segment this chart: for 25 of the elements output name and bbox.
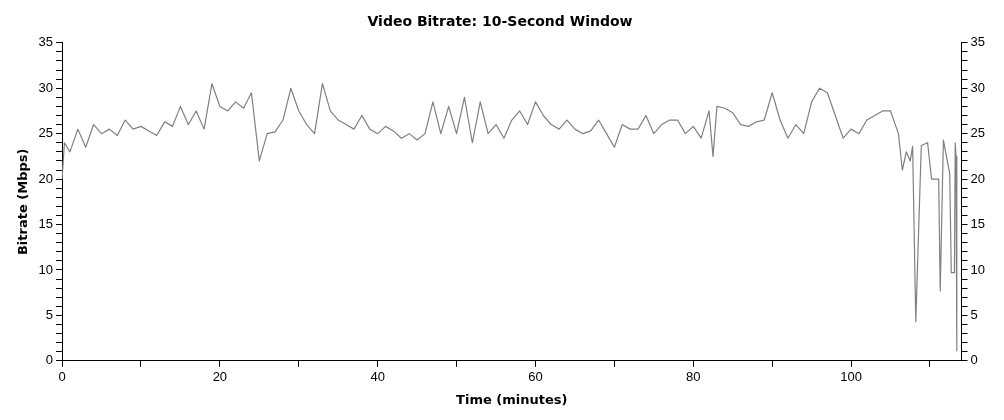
y-tick-label: 25 [38, 125, 54, 141]
y2-tick-label: 10 [970, 261, 986, 277]
x-tick-label: 20 [212, 369, 228, 385]
y2-tick-label: 15 [970, 216, 986, 232]
y-tick-label: 0 [45, 352, 54, 368]
y-tick-label: 10 [38, 261, 54, 277]
y2-tick-label: 35 [970, 34, 986, 50]
y-axis-title: Bitrate (Mbps) [15, 148, 31, 256]
y-tick-label: 5 [45, 306, 54, 322]
y2-tick-label: 25 [970, 125, 986, 141]
x-tick-label: 40 [370, 369, 385, 385]
y2-tick-label: 5 [970, 306, 978, 322]
y2-tick-label: 20 [970, 170, 986, 186]
x-tick-label: 80 [686, 369, 701, 385]
x-axis-title: Time (minutes) [456, 391, 568, 407]
y-tick-label: 35 [38, 34, 54, 50]
y-tick-label: 20 [38, 170, 54, 186]
y2-tick-label: 30 [970, 79, 986, 95]
x-tick-label: 100 [840, 369, 862, 385]
y-tick-label: 15 [38, 216, 54, 232]
x-tick-label: 60 [528, 369, 543, 385]
y2-tick-label: 0 [970, 352, 978, 368]
x-tick-label: 0 [58, 369, 66, 385]
chart-title: Video Bitrate: 10-Second Window [367, 13, 633, 30]
y-tick-label: 30 [38, 79, 54, 95]
